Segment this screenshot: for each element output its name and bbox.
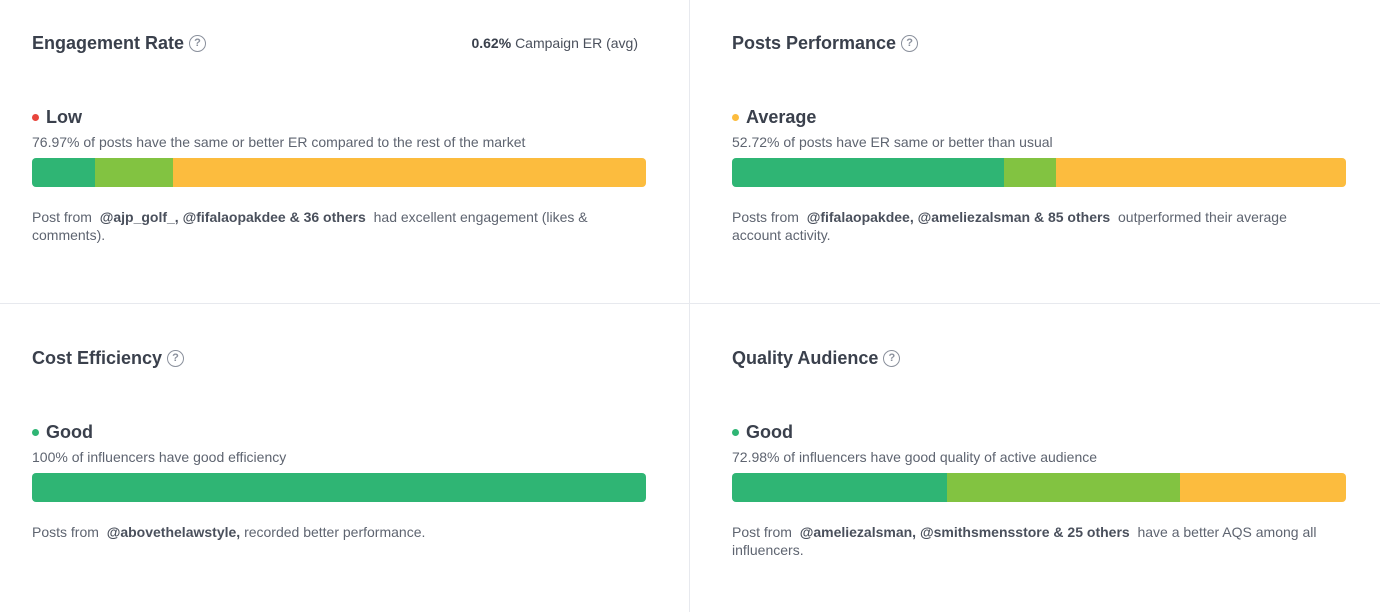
status-dot-icon <box>32 113 39 121</box>
note-prefix: Post from <box>32 209 92 225</box>
note-handles[interactable]: @ameliezalsman, @smithsmensstore & 25 ot… <box>799 524 1130 540</box>
status-description: 76.97% of posts have the same or better … <box>32 134 526 150</box>
status-label: Good <box>746 421 793 442</box>
posts-performance-card: Posts Performance ? Average 52.72% of po… <box>732 30 1348 244</box>
note-handles[interactable]: @abovethelawstyle, <box>106 524 241 540</box>
status-row: Good <box>732 421 1348 443</box>
distribution-bar <box>32 473 646 502</box>
title-wrap: Quality Audience ? <box>732 347 901 369</box>
metric-value: 0.62% <box>471 35 512 51</box>
status-dot-icon <box>732 428 739 436</box>
card-title: Quality Audience <box>732 347 879 368</box>
status-label: Average <box>746 106 817 127</box>
note-prefix: Posts from <box>32 524 99 540</box>
card-header: Posts Performance ? <box>732 30 1348 56</box>
horizontal-divider <box>0 303 1380 304</box>
bar-segment <box>946 473 1181 502</box>
status-label: Good <box>46 421 93 442</box>
quality-audience-card: Quality Audience ? Good 72.98% of influe… <box>732 345 1348 559</box>
note-prefix: Post from <box>732 524 792 540</box>
status-description: 52.72% of posts have ER same or better t… <box>732 134 1053 150</box>
card-header: Engagement Rate ? 0.62% Campaign ER (avg… <box>32 30 648 56</box>
note-suffix: recorded better performance. <box>244 524 426 540</box>
help-icon[interactable]: ? <box>167 349 185 367</box>
help-icon[interactable]: ? <box>883 349 901 367</box>
status-row: Good <box>32 421 648 443</box>
note-suffix: outperformed their average account activ… <box>732 209 1287 243</box>
status-row: Low <box>32 106 648 128</box>
distribution-bar <box>732 473 1346 502</box>
bar-segment <box>732 158 1004 187</box>
note-handles[interactable]: @fifalaopakdee, @ameliezalsman & 85 othe… <box>806 209 1111 225</box>
title-wrap: Cost Efficiency ? <box>32 347 185 369</box>
note-prefix: Posts from <box>732 209 799 225</box>
summary-note: Posts from @fifalaopakdee, @ameliezalsma… <box>732 208 1332 244</box>
card-title: Posts Performance <box>732 32 897 53</box>
card-title: Engagement Rate <box>32 32 185 53</box>
status-description: 100% of influencers have good efficiency <box>32 449 287 465</box>
summary-note: Post from @ajp_golf_, @fifalaopakdee & 3… <box>32 208 632 244</box>
help-icon[interactable]: ? <box>901 34 919 52</box>
status-dot-icon <box>732 113 739 121</box>
note-suffix: have a better AQS among all influencers. <box>732 524 1317 558</box>
vertical-divider <box>689 0 690 612</box>
status-description: 72.98% of influencers have good quality … <box>732 449 1098 465</box>
status-dot-icon <box>32 428 39 436</box>
summary-note: Post from @ameliezalsman, @smithsmenssto… <box>732 523 1332 559</box>
summary-note: Posts from @abovethelawstyle, recorded b… <box>32 523 632 541</box>
title-wrap: Engagement Rate ? <box>32 32 207 54</box>
campaign-er-metric: 0.62% Campaign ER (avg) <box>471 35 648 51</box>
bar-segment <box>32 473 646 502</box>
title-wrap: Posts Performance ? <box>732 32 919 54</box>
card-header: Cost Efficiency ? <box>32 345 648 371</box>
help-icon[interactable]: ? <box>189 34 207 52</box>
bar-segment <box>732 473 947 502</box>
distribution-bar <box>732 158 1346 187</box>
metric-label: Campaign ER (avg) <box>515 35 638 51</box>
bar-segment <box>1004 158 1057 187</box>
cost-efficiency-card: Cost Efficiency ? Good 100% of influence… <box>32 345 648 541</box>
bar-segment <box>94 158 174 187</box>
bar-segment <box>1180 473 1346 502</box>
bar-segment <box>32 158 95 187</box>
note-suffix: had excellent engagement (likes & commen… <box>32 209 588 243</box>
card-header: Quality Audience ? <box>732 345 1348 371</box>
status-label: Low <box>46 106 82 127</box>
bar-segment <box>173 158 646 187</box>
distribution-bar <box>32 158 646 187</box>
engagement-rate-card: Engagement Rate ? 0.62% Campaign ER (avg… <box>32 30 648 244</box>
bar-segment <box>1056 158 1346 187</box>
note-handles[interactable]: @ajp_golf_, @fifalaopakdee & 36 others <box>99 209 366 225</box>
status-row: Average <box>732 106 1348 128</box>
card-title: Cost Efficiency <box>32 347 163 368</box>
